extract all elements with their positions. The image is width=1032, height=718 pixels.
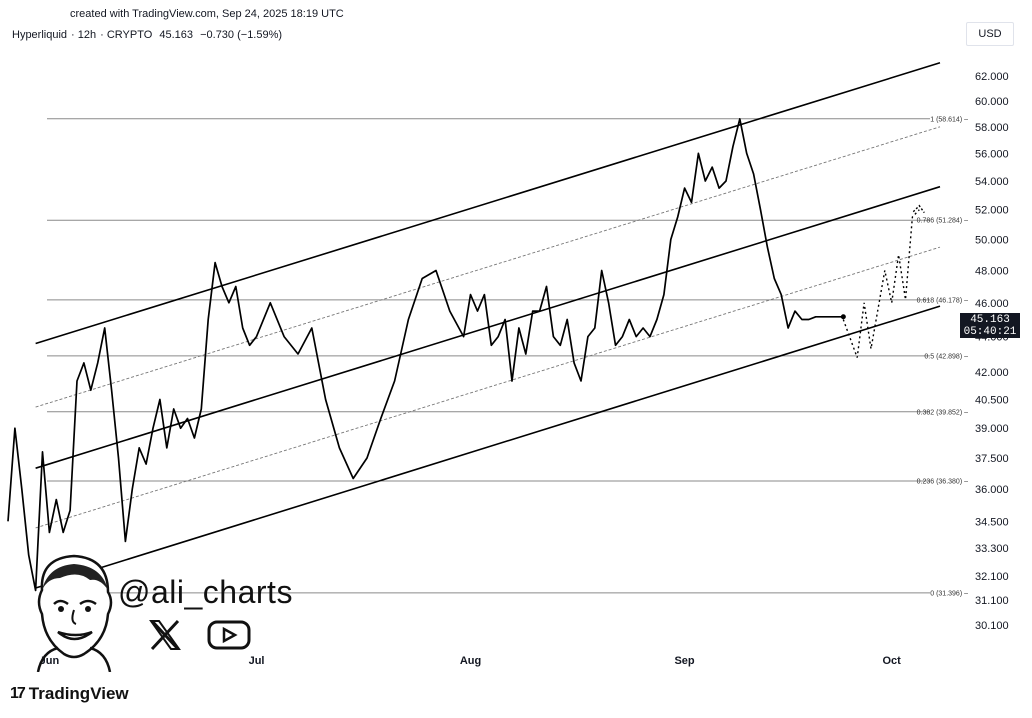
price-axis-tick: 37.500: [975, 453, 1009, 465]
bar-countdown: 05:40:21: [963, 326, 1017, 338]
fib-level-label: 1 (58.614) –: [930, 116, 968, 123]
price-axis-tick: 40.500: [975, 395, 1009, 407]
price-axis-tick: 32.100: [975, 571, 1009, 583]
time-axis-tick: Aug: [460, 655, 481, 667]
currency-button[interactable]: USD: [966, 22, 1014, 46]
tradingview-wordmark: TradingView: [28, 684, 129, 703]
price-axis-tick: 33.300: [975, 543, 1009, 555]
price-axis-tick: 50.000: [975, 234, 1009, 246]
price-axis-tick: 58.000: [975, 122, 1009, 134]
fib-level-label: 0.618 (46.178) –: [917, 297, 968, 304]
channel-upper-line: [35, 61, 941, 345]
created-with-text: created with TradingView.com, Sep 24, 20…: [70, 8, 344, 20]
last-price-dot: [840, 314, 846, 320]
price-axis-tick: 39.000: [975, 423, 1009, 435]
price-axis-tick: 60.000: [975, 96, 1009, 108]
fib-level-label: 0.382 (39.852) –: [917, 409, 968, 416]
fib-level-label: 0.236 (36.380) –: [917, 479, 968, 486]
price-axis-tick: 42.000: [975, 367, 1009, 379]
projection-arrowhead: [912, 204, 925, 214]
price-axis: 62.000 60.000 58.000 56.000 54.000 52.000 50.0…: [975, 71, 1009, 632]
projection-path: [842, 209, 920, 358]
author-handle: @ali_charts: [118, 574, 293, 610]
time-axis-tick: Jul: [249, 655, 265, 667]
channel-lower-line: [35, 305, 941, 589]
current-price-value: 45.163: [970, 314, 1010, 326]
price-change: −0.730 (−1.59%): [200, 29, 283, 41]
tradingview-logo-icon: 17: [10, 685, 26, 702]
price-axis-tick: 46.000: [975, 298, 1009, 310]
price-axis-tick: 48.000: [975, 265, 1009, 277]
market-label: CRYPTO: [106, 29, 153, 41]
last-price: 45.163: [159, 29, 194, 41]
price-axis-tick: 34.500: [975, 516, 1009, 528]
price-axis-tick: 31.100: [975, 595, 1009, 607]
channel-upper-mid-line: [35, 126, 941, 408]
price-series: [7, 118, 925, 592]
fib-level-label: 0.786 (51.284) –: [917, 218, 968, 225]
price-axis-tick: 30.100: [975, 620, 1009, 632]
fib-level-label: 0.5 (42.898) –: [924, 353, 968, 360]
youtube-icon: [207, 620, 251, 650]
interval-label: 12h: [77, 29, 97, 41]
price-axis-tick: 36.000: [975, 484, 1009, 496]
channel-lower-mid-line: [35, 246, 941, 529]
symbol-legend: Hyperliquid · 12h · CRYPTO 45.163 −0.730 (…: [12, 29, 283, 41]
price-axis-tick: 56.000: [975, 148, 1009, 160]
fib-level-label: 0 (31.396) –: [930, 590, 968, 597]
current-price-tag: 45.163 05:40:21: [960, 313, 1020, 338]
price-axis-tick: 52.000: [975, 205, 1009, 217]
price-axis-tick: 62.000: [975, 71, 1009, 83]
fib-levels: 1 (58.614) – 0.786 (51.284) – 0.618 (46.17…: [47, 116, 968, 597]
time-axis: Jun Jul Aug Sep Oct: [40, 655, 902, 667]
symbol-name[interactable]: Hyperliquid: [12, 29, 68, 41]
time-axis-tick: Oct: [883, 655, 902, 667]
price-axis-tick: 54.000: [975, 176, 1009, 188]
cartoon-avatar: [36, 554, 113, 672]
price-line: [7, 118, 844, 592]
time-axis-tick: Sep: [674, 655, 694, 667]
x-logo-icon: [149, 619, 181, 651]
tradingview-brand[interactable]: 17 TradingView: [10, 684, 129, 704]
